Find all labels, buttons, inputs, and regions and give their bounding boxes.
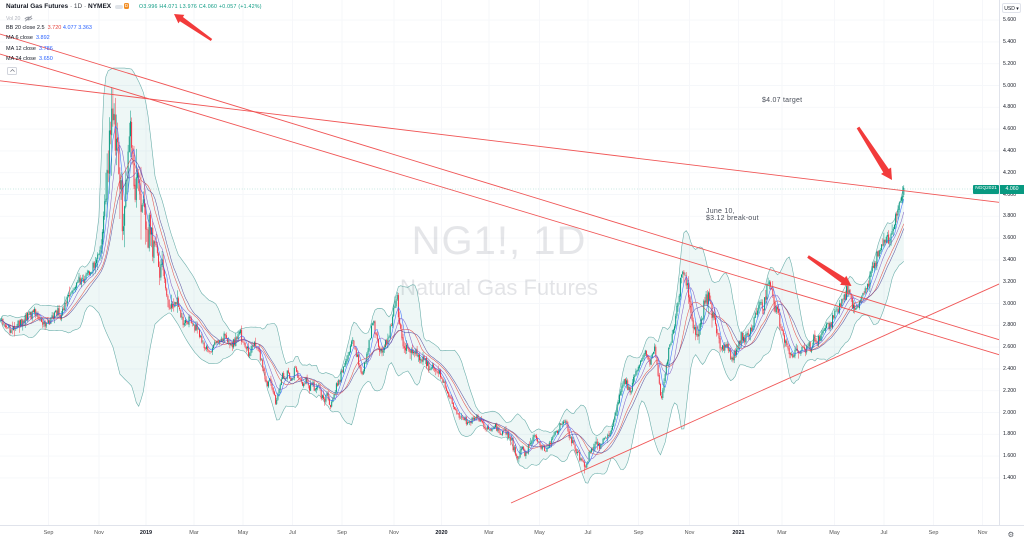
svg-text:NG1!, 1D: NG1!, 1D bbox=[412, 219, 587, 263]
svg-text:Natural Gas Futures: Natural Gas Futures bbox=[400, 275, 598, 300]
